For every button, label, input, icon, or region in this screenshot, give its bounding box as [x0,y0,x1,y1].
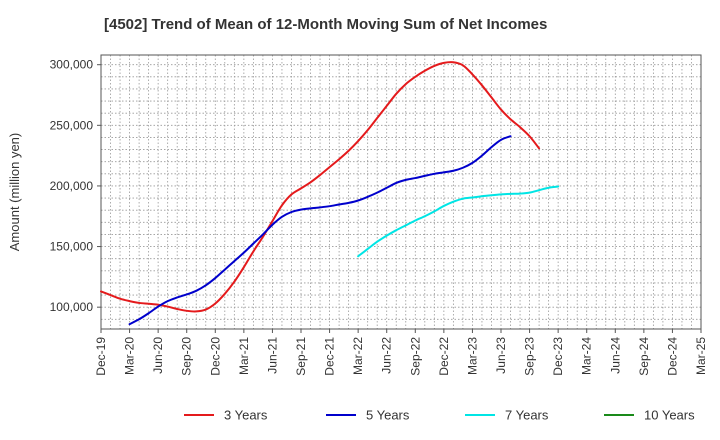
legend-item-7-years: 7 Years [465,408,549,423]
y-axis-tick-labels: 100,000 150,000 200,000 250,000 300,000 [50,58,101,314]
chart-title: [4502] Trend of Mean of 12-Month Moving … [104,16,547,33]
x-tick-label: Mar-21 [237,337,251,375]
x-tick-label: Jun-21 [265,337,279,374]
x-tick-label: Mar-25 [694,337,708,375]
x-tick-label: Sep-24 [637,337,651,376]
y-axis-label: Amount (million yen) [7,133,22,252]
legend-label: 5 Years [366,408,410,423]
x-tick-label: Jun-20 [151,337,165,374]
x-axis-tick-labels: Dec-19 Mar-20 Jun-20 Sep-20 Dec-20 Mar-21 Jun-… [94,329,708,376]
y-tick-label: 100,000 [50,300,94,314]
x-tick-label: Dec-20 [208,337,222,376]
legend-item-5-years: 5 Years [326,408,410,423]
series-line-7-years [357,185,560,258]
x-tick-label: Mar-24 [580,337,594,375]
x-tick-label: Dec-21 [323,337,337,376]
legend: 3 Years 5 Years 7 Years 10 Years [184,408,695,423]
x-tick-label: Jun-23 [494,337,508,374]
x-tick-label: Dec-23 [551,337,565,376]
y-tick-label: 200,000 [50,179,94,193]
series-lines [100,61,560,326]
x-tick-label: Dec-19 [94,337,108,376]
x-tick-label: Jun-24 [608,337,622,374]
x-tick-label: Dec-24 [665,337,679,376]
x-tick-label: Jun-22 [380,337,394,374]
plot-area-frame [100,54,702,330]
y-tick-label: 150,000 [50,240,94,254]
x-tick-label: Sep-22 [408,337,422,376]
legend-label: 3 Years [224,408,268,423]
x-tick-label: Mar-23 [465,337,479,375]
series-line-5-years [128,135,512,326]
y-tick-label: 300,000 [50,58,94,72]
y-tick-label: 250,000 [50,118,94,132]
x-tick-label: Sep-21 [294,337,308,376]
x-tick-label: Sep-20 [180,337,194,376]
series-line-3-years [100,61,541,313]
legend-item-10-years: 10 Years [604,408,695,423]
gridlines [100,55,702,329]
legend-item-3-years: 3 Years [184,408,268,423]
legend-label: 10 Years [644,408,695,423]
x-tick-label: Mar-22 [351,337,365,375]
x-tick-label: Dec-22 [437,337,451,376]
legend-label: 7 Years [505,408,549,423]
x-tick-label: Sep-23 [523,337,537,376]
x-tick-label: Mar-20 [123,337,137,375]
